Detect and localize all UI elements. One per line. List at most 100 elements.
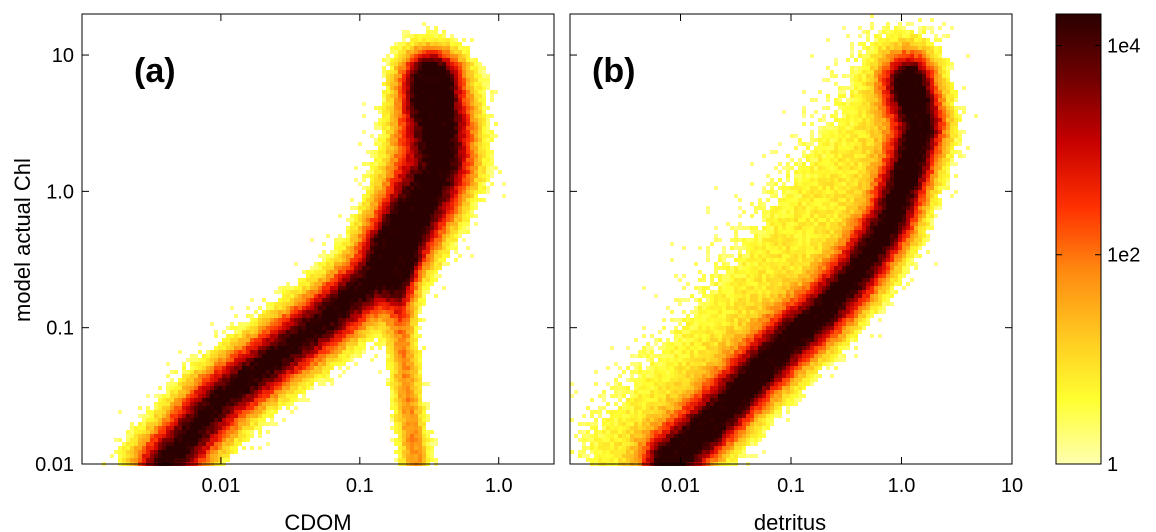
heatmap-cell — [442, 94, 446, 98]
heatmap-cell — [346, 234, 350, 238]
heatmap-cell — [218, 394, 222, 398]
heatmap-cell — [314, 274, 318, 278]
heatmap-cell — [418, 162, 422, 166]
heatmap-cell — [938, 162, 942, 166]
heatmap-cell — [410, 174, 414, 178]
heatmap-cell — [414, 322, 418, 326]
heatmap-cell — [386, 190, 390, 194]
heatmap-cell — [406, 262, 410, 266]
heatmap-cell — [354, 178, 358, 182]
heatmap-cell — [378, 154, 382, 158]
heatmap-cell — [390, 286, 394, 290]
heatmap-cell — [462, 122, 466, 126]
heatmap-cell — [366, 310, 370, 314]
heatmap-cell — [306, 382, 310, 386]
heatmap-cell — [410, 178, 414, 182]
heatmap-cell — [850, 86, 854, 90]
heatmap-cell — [390, 138, 394, 142]
heatmap-cell — [870, 138, 874, 142]
heatmap-cell — [470, 114, 474, 118]
heatmap-cell — [454, 246, 458, 250]
heatmap-cell — [902, 134, 906, 138]
heatmap-cell — [266, 342, 270, 346]
heatmap-cell — [194, 370, 198, 374]
heatmap-cell — [402, 350, 406, 354]
heatmap-cell — [206, 422, 210, 426]
heatmap-cell — [458, 194, 462, 198]
heatmap-cell — [894, 130, 898, 134]
heatmap-cell — [454, 158, 458, 162]
heatmap-cell — [418, 58, 422, 62]
heatmap-cell — [322, 254, 326, 258]
heatmap-cell — [942, 154, 946, 158]
heatmap-cell — [418, 34, 422, 38]
heatmap-cell — [286, 338, 290, 342]
heatmap-cell — [806, 170, 810, 174]
heatmap-cell — [234, 362, 238, 366]
heatmap-cell — [854, 70, 858, 74]
heatmap-cell — [362, 318, 366, 322]
heatmap-cell — [334, 290, 338, 294]
heatmap-cell — [450, 174, 454, 178]
heatmap-cell — [410, 322, 414, 326]
heatmap-cell — [250, 434, 254, 438]
heatmap-cell — [394, 94, 398, 98]
heatmap-cell — [430, 246, 434, 250]
heatmap-cell — [366, 194, 370, 198]
heatmap-cell — [358, 270, 362, 274]
heatmap-cell — [278, 362, 282, 366]
heatmap-cell — [190, 438, 194, 442]
heatmap-cell — [334, 326, 338, 330]
heatmap-cell — [474, 174, 478, 178]
heatmap-cell — [210, 430, 214, 434]
heatmap-cell — [930, 18, 934, 22]
heatmap-cell — [954, 150, 958, 154]
heatmap-cell — [374, 174, 378, 178]
heatmap-cell — [198, 406, 202, 410]
heatmap-cell — [362, 290, 366, 294]
heatmap-cell — [458, 138, 462, 142]
heatmap-cell — [850, 154, 854, 158]
heatmap-cell — [250, 330, 254, 334]
heatmap-cell — [854, 122, 858, 126]
heatmap-cell — [390, 50, 394, 54]
heatmap-cell — [130, 454, 134, 458]
heatmap-cell — [294, 334, 298, 338]
heatmap-cell — [302, 278, 306, 282]
heatmap-cell — [406, 342, 410, 346]
heatmap-cell — [414, 302, 418, 306]
heatmap-cell — [310, 362, 314, 366]
heatmap-cell — [946, 78, 950, 82]
heatmap-cell — [450, 170, 454, 174]
heatmap-cell — [230, 438, 234, 442]
heatmap-cell — [434, 218, 438, 222]
heatmap-cell — [170, 458, 174, 462]
heatmap-cell — [482, 186, 486, 190]
heatmap-cell — [290, 378, 294, 382]
heatmap-cell — [162, 406, 166, 410]
heatmap-cell — [430, 42, 434, 46]
heatmap-cell — [414, 350, 418, 354]
heatmap-cell — [362, 222, 366, 226]
heatmap-cell — [878, 34, 882, 38]
heatmap-cell — [906, 78, 910, 82]
heatmap-cell — [406, 142, 410, 146]
heatmap-cell — [438, 230, 442, 234]
heatmap-cell — [298, 390, 302, 394]
heatmap-cell — [390, 66, 394, 70]
heatmap-cell — [382, 282, 386, 286]
heatmap-cell — [382, 118, 386, 122]
heatmap-cell — [246, 406, 250, 410]
heatmap-cell — [286, 334, 290, 338]
heatmap-cell — [234, 378, 238, 382]
heatmap-cell — [254, 322, 258, 326]
heatmap-cell — [302, 290, 306, 294]
heatmap-cell — [450, 62, 454, 66]
heatmap-cell — [170, 450, 174, 454]
heatmap-cell — [274, 390, 278, 394]
heatmap-cell — [286, 366, 290, 370]
heatmap-cell — [146, 426, 150, 430]
heatmap-cell — [382, 306, 386, 310]
heatmap-cell — [290, 306, 294, 310]
heatmap-cell — [370, 174, 374, 178]
